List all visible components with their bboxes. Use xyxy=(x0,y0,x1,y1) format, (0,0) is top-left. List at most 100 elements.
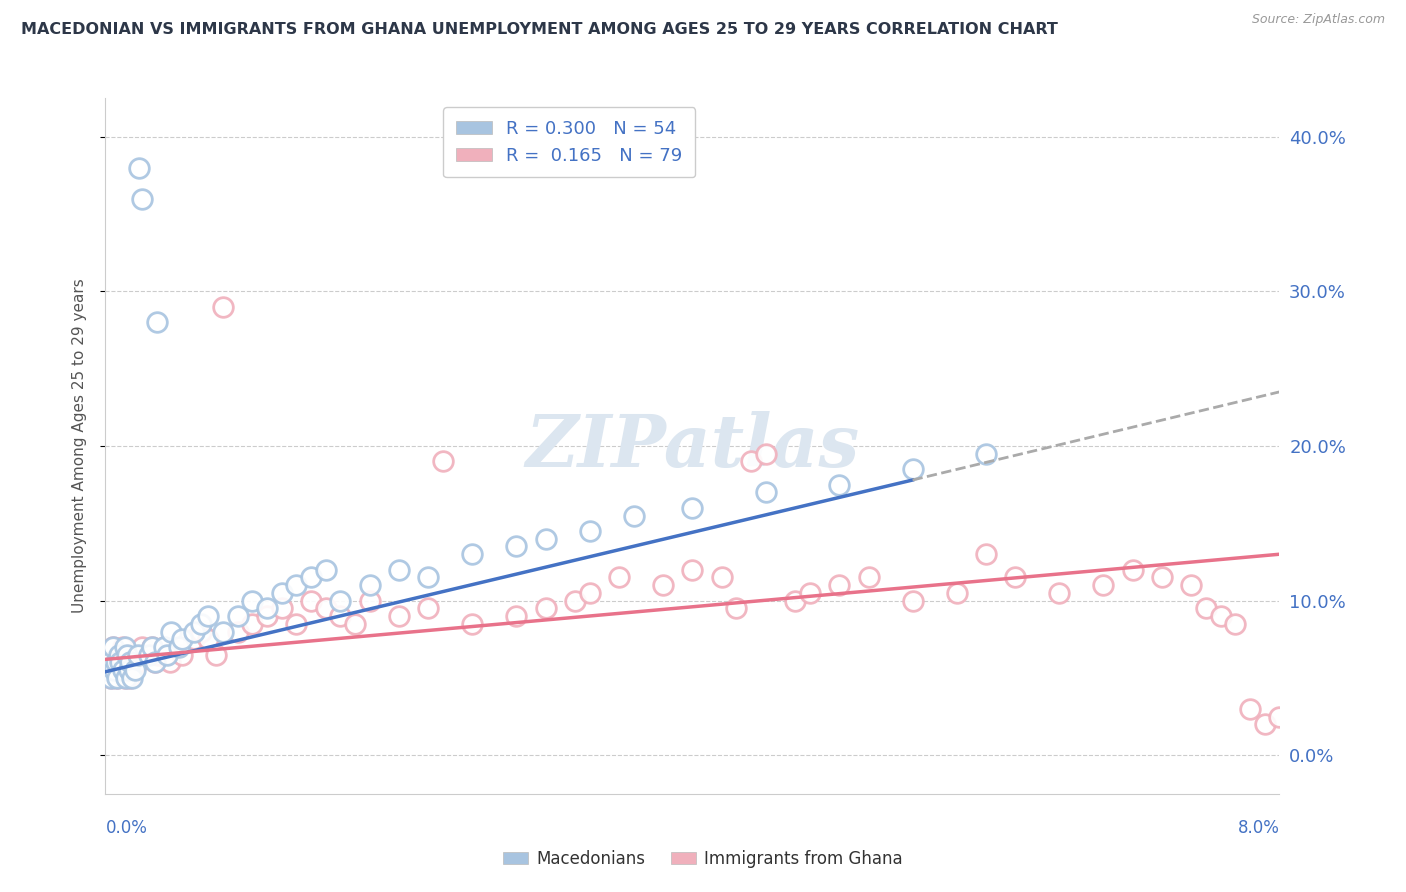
Point xyxy=(100,671,122,685)
Point xyxy=(101,640,124,654)
Text: 0.0%: 0.0% xyxy=(105,819,148,837)
Point xyxy=(115,648,138,662)
Point xyxy=(828,477,851,491)
Point xyxy=(388,609,411,624)
Point xyxy=(285,616,308,631)
Point xyxy=(118,656,141,670)
Point xyxy=(359,578,381,592)
Point xyxy=(329,609,352,624)
Point xyxy=(755,447,778,461)
Point xyxy=(101,640,124,654)
Point xyxy=(104,656,127,670)
Point xyxy=(388,563,411,577)
Y-axis label: Unemployment Among Ages 25 to 29 years: Unemployment Among Ages 25 to 29 years xyxy=(72,278,87,614)
Point xyxy=(105,671,128,685)
Point xyxy=(127,648,149,662)
Point xyxy=(148,648,170,662)
Point xyxy=(100,671,122,685)
Point xyxy=(1150,570,1173,584)
Point xyxy=(270,601,292,615)
Point xyxy=(285,578,308,592)
Point xyxy=(974,547,997,561)
Point xyxy=(108,656,131,670)
Point xyxy=(578,586,600,600)
Point xyxy=(117,648,139,662)
Legend: R = 0.300   N = 54, R =  0.165   N = 79: R = 0.300 N = 54, R = 0.165 N = 79 xyxy=(443,107,696,178)
Point xyxy=(1209,609,1232,624)
Point xyxy=(121,663,143,677)
Point xyxy=(114,671,136,685)
Point xyxy=(901,462,924,476)
Point xyxy=(97,663,120,677)
Point xyxy=(1225,616,1247,631)
Point xyxy=(432,454,454,468)
Text: ZIPatlas: ZIPatlas xyxy=(526,410,859,482)
Point xyxy=(156,648,179,662)
Point xyxy=(974,447,997,461)
Point xyxy=(167,640,190,654)
Point xyxy=(127,656,149,670)
Legend: Macedonians, Immigrants from Ghana: Macedonians, Immigrants from Ghana xyxy=(496,844,910,875)
Point xyxy=(131,192,153,206)
Point xyxy=(103,663,125,677)
Point xyxy=(159,656,181,670)
Point xyxy=(240,593,263,607)
Point xyxy=(725,601,748,615)
Point xyxy=(1268,709,1291,723)
Point xyxy=(138,648,160,662)
Point xyxy=(160,624,183,639)
Point xyxy=(128,161,150,175)
Point xyxy=(118,663,141,677)
Point xyxy=(183,624,205,639)
Point xyxy=(97,663,120,677)
Point xyxy=(240,616,263,631)
Point xyxy=(204,648,226,662)
Point xyxy=(124,648,146,662)
Point xyxy=(418,570,440,584)
Point xyxy=(167,640,190,654)
Point xyxy=(197,632,219,647)
Point xyxy=(138,648,160,662)
Point xyxy=(623,508,645,523)
Point xyxy=(108,656,131,670)
Point xyxy=(299,593,322,607)
Point xyxy=(197,609,219,624)
Point xyxy=(211,624,233,639)
Point xyxy=(534,532,557,546)
Point xyxy=(105,671,128,685)
Point xyxy=(1092,578,1115,592)
Point xyxy=(117,663,139,677)
Point xyxy=(564,593,586,607)
Point xyxy=(226,624,249,639)
Point xyxy=(534,601,557,615)
Text: Source: ZipAtlas.com: Source: ZipAtlas.com xyxy=(1251,13,1385,27)
Point xyxy=(112,663,135,677)
Point xyxy=(153,640,176,654)
Point xyxy=(211,300,233,314)
Point xyxy=(270,586,292,600)
Point xyxy=(143,656,166,670)
Point xyxy=(115,671,138,685)
Point xyxy=(652,578,675,592)
Point xyxy=(785,593,807,607)
Point xyxy=(190,624,212,639)
Point xyxy=(110,663,132,677)
Point xyxy=(107,648,129,662)
Point xyxy=(114,640,136,654)
Point xyxy=(799,586,821,600)
Point xyxy=(153,640,176,654)
Text: 8.0%: 8.0% xyxy=(1237,819,1279,837)
Point xyxy=(103,663,125,677)
Point xyxy=(1004,570,1026,584)
Point xyxy=(170,632,193,647)
Point xyxy=(359,593,381,607)
Point xyxy=(1047,586,1070,600)
Point xyxy=(120,656,142,670)
Point xyxy=(505,609,527,624)
Point xyxy=(461,547,484,561)
Point xyxy=(901,593,924,607)
Text: MACEDONIAN VS IMMIGRANTS FROM GHANA UNEMPLOYMENT AMONG AGES 25 TO 29 YEARS CORRE: MACEDONIAN VS IMMIGRANTS FROM GHANA UNEM… xyxy=(21,22,1057,37)
Point xyxy=(945,586,967,600)
Point xyxy=(98,656,121,670)
Point xyxy=(146,315,169,329)
